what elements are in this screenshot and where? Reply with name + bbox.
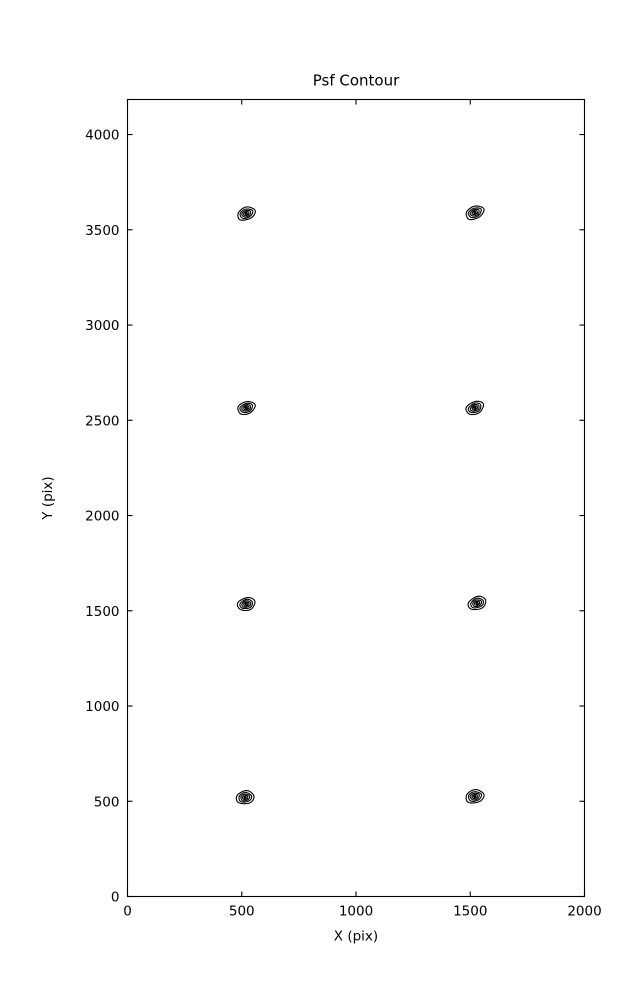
contour-level-4 bbox=[239, 402, 254, 414]
contour-level-3 bbox=[472, 599, 483, 608]
contour-level-3 bbox=[241, 209, 252, 218]
contour-level-2 bbox=[471, 210, 478, 216]
contour-level-3 bbox=[469, 792, 480, 801]
contour-level-5 bbox=[237, 206, 256, 221]
psf-contour-blob bbox=[467, 595, 487, 611]
contour-level-4 bbox=[467, 207, 482, 219]
contour-level-2 bbox=[243, 405, 250, 411]
psf-contour-blob bbox=[465, 788, 485, 804]
y-tick-label: 3000 bbox=[85, 318, 119, 334]
contour-level-4 bbox=[467, 791, 483, 802]
contour-level-3 bbox=[240, 793, 251, 802]
contour-level-5 bbox=[465, 205, 485, 221]
y-axis-label: Y (pix) bbox=[40, 476, 56, 520]
psf-centroid-marker bbox=[244, 602, 248, 606]
y-tick-label: 3500 bbox=[85, 223, 119, 239]
contour-level-5 bbox=[465, 400, 485, 416]
axes-frame bbox=[126, 98, 586, 898]
x-tick-label: 500 bbox=[229, 904, 255, 920]
x-tick-label: 0 bbox=[123, 904, 132, 920]
psf-centroid-marker bbox=[244, 212, 248, 216]
y-tick-label: 2000 bbox=[85, 509, 119, 525]
contour-level-2 bbox=[471, 405, 479, 411]
contour-level-3 bbox=[241, 600, 252, 608]
psf-contour-blob bbox=[235, 789, 255, 805]
psf-centroid-marker bbox=[473, 406, 477, 410]
x-axis-label: X (pix) bbox=[334, 929, 378, 945]
x-tick-label: 1000 bbox=[339, 904, 373, 920]
psf-centroid-marker bbox=[473, 794, 477, 798]
psf-contour-blob bbox=[465, 400, 485, 416]
contour-level-2 bbox=[471, 793, 478, 800]
psf-contour-blob bbox=[237, 400, 256, 416]
y-tick-label: 4000 bbox=[85, 128, 119, 144]
contour-level-5 bbox=[467, 595, 487, 611]
contour-level-5 bbox=[465, 788, 485, 804]
psf-contour-blob bbox=[465, 205, 485, 221]
chart-title: Psf Contour bbox=[313, 72, 400, 90]
contour-level-2 bbox=[243, 601, 250, 607]
psf-centroid-marker bbox=[473, 211, 477, 215]
y-tick-label: 2500 bbox=[85, 413, 119, 429]
x-tick-label: 2000 bbox=[567, 904, 601, 920]
contour-level-5 bbox=[237, 400, 256, 416]
contour-level-4 bbox=[239, 598, 254, 610]
psf-contour-blob bbox=[236, 596, 256, 612]
psf-contour-blob bbox=[237, 206, 256, 221]
contour-level-5 bbox=[236, 596, 256, 612]
y-tick-label: 0 bbox=[111, 890, 120, 906]
psf-centroid-marker bbox=[475, 601, 479, 605]
psf-centroid-marker bbox=[243, 795, 247, 799]
contour-level-3 bbox=[241, 404, 251, 412]
contour-level-2 bbox=[241, 794, 249, 801]
psf-centroid-marker bbox=[244, 406, 248, 410]
contour-level-2 bbox=[473, 600, 481, 606]
y-tick-label: 500 bbox=[94, 794, 120, 810]
x-tick-label: 1500 bbox=[453, 904, 487, 920]
contour-level-4 bbox=[467, 402, 482, 414]
contour-level-3 bbox=[469, 208, 480, 217]
contour-level-3 bbox=[469, 403, 480, 412]
contour-level-2 bbox=[242, 211, 250, 217]
y-tick-label: 1500 bbox=[85, 604, 119, 620]
contour-group bbox=[235, 205, 487, 805]
contour-level-4 bbox=[470, 597, 485, 609]
contour-level-5 bbox=[235, 789, 255, 805]
contour-level-4 bbox=[239, 208, 254, 220]
y-tick-label: 1000 bbox=[85, 699, 119, 715]
contour-level-4 bbox=[238, 792, 253, 803]
